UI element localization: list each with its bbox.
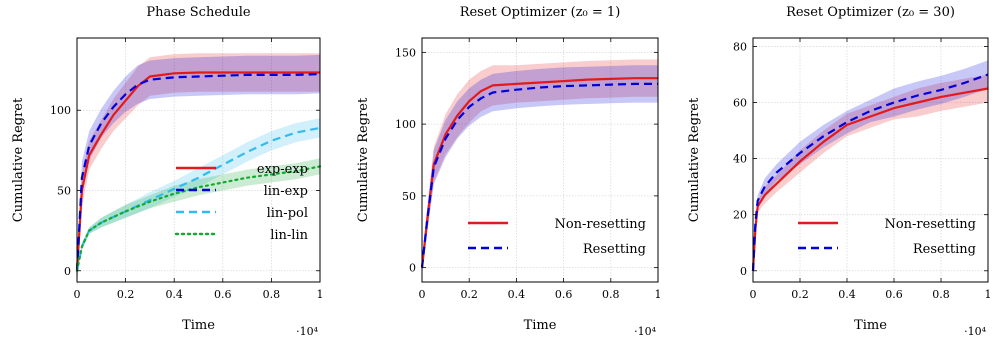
confidence-band-4 xyxy=(77,158,320,274)
x-tick-label: 0.4 xyxy=(508,288,526,301)
y-axis-label: Cumulative Regret xyxy=(687,97,702,222)
series-line-1 xyxy=(75,71,320,271)
legend-label-2: Resetting xyxy=(913,242,976,257)
y-tick-label: 50 xyxy=(57,185,71,198)
confidence-band-2 xyxy=(77,54,320,287)
x-tick-label: 0.4 xyxy=(165,288,183,301)
legend-label-1: Non-resetting xyxy=(554,217,646,232)
y-tick-label: 20 xyxy=(733,209,747,222)
x-tick-label: 0 xyxy=(750,288,757,301)
plot-frame xyxy=(76,37,321,283)
x-tick-label: 0.6 xyxy=(214,288,232,301)
x-tick-label: 0 xyxy=(74,288,81,301)
y-tick-label: 0 xyxy=(740,265,747,278)
legend-label-1: Non-resetting xyxy=(884,217,976,232)
legend-label-4: lin-lin xyxy=(270,228,308,243)
plot-frame xyxy=(421,37,659,283)
confidence-band-1 xyxy=(753,74,988,274)
y-axis-label: Cumulative Regret xyxy=(356,97,371,222)
x-tick-label: 0.8 xyxy=(263,288,281,301)
confidence-band-1 xyxy=(422,59,658,275)
confidence-band-3 xyxy=(77,118,320,274)
x-tick-label: 0.4 xyxy=(838,288,856,301)
chart-title: Phase Schedule xyxy=(146,5,250,20)
legend-label-2: Resetting xyxy=(583,242,646,257)
y-tick-label: 150 xyxy=(395,46,416,59)
x-axis-label: Time xyxy=(854,318,887,333)
x-axis-label: Time xyxy=(524,318,557,333)
series-line-2 xyxy=(75,73,321,271)
chart-panel-2: 0 0.2 0.4 0.6 0.8 1 0 50 100 150 Reset Optimizer (… xyxy=(356,5,662,338)
x-tick-label: 0.2 xyxy=(117,288,135,301)
x-tick-label: 1 xyxy=(317,288,324,301)
x-tick-label: 0.8 xyxy=(932,288,950,301)
chart-panel-3: 0 0.2 0.4 0.6 0.8 1 0 20 40 60 80 Reset Optimizer (… xyxy=(687,5,992,338)
confidence-band-2 xyxy=(422,65,658,275)
chart-title: Reset Optimizer (z₀ = 1) xyxy=(460,5,621,20)
y-tick-label: 60 xyxy=(733,97,747,110)
x-tick-label: 0.8 xyxy=(602,288,620,301)
x-tick-label: 0.2 xyxy=(791,288,809,301)
confidence-band-2 xyxy=(753,60,988,274)
legend-label-2: lin-exp xyxy=(264,184,308,199)
series-line-3 xyxy=(75,126,321,272)
y-tick-label: 40 xyxy=(733,153,747,166)
series-line-1 xyxy=(751,87,989,271)
series-line-2 xyxy=(420,82,658,268)
legend-label-1: exp-exp xyxy=(257,162,308,177)
x-tick-label: 0.6 xyxy=(555,288,573,301)
x-tick-label: 1 xyxy=(655,288,662,301)
x-axis-multiplier: ·10⁴ xyxy=(634,325,656,338)
x-tick-label: 0 xyxy=(419,288,426,301)
y-tick-label: 0 xyxy=(409,262,416,275)
y-tick-label: 100 xyxy=(395,118,416,131)
y-tick-label: 80 xyxy=(733,40,747,53)
x-tick-label: 1 xyxy=(985,288,992,301)
series-line-2 xyxy=(751,73,989,271)
confidence-band-1 xyxy=(77,53,320,287)
y-tick-label: 100 xyxy=(50,104,71,117)
y-tick-label: 0 xyxy=(64,265,71,278)
legend: exp-exp lin-exp lin-pol lin-lin xyxy=(174,162,309,243)
y-axis-label: Cumulative Regret xyxy=(11,97,26,222)
x-axis-multiplier: ·10⁴ xyxy=(964,325,986,338)
plot-frame xyxy=(752,37,989,283)
chart-panel-1: 0 0.2 0.4 0.6 0.8 1 0 50 100 Phase Schedule Time ·1… xyxy=(11,5,324,338)
x-tick-label: 0.2 xyxy=(460,288,478,301)
series-line-1 xyxy=(420,77,658,268)
series-line-4 xyxy=(75,165,322,272)
x-axis-multiplier: ·10⁴ xyxy=(296,325,318,338)
x-axis-label: Time xyxy=(182,318,215,333)
chart-title: Reset Optimizer (z₀ = 30) xyxy=(786,5,955,20)
legend: Non-resetting Resetting xyxy=(798,217,976,257)
x-tick-label: 0.6 xyxy=(885,288,903,301)
legend: Non-resetting Resetting xyxy=(468,217,646,257)
y-tick-label: 50 xyxy=(402,190,416,203)
legend-label-3: lin-pol xyxy=(267,206,308,221)
